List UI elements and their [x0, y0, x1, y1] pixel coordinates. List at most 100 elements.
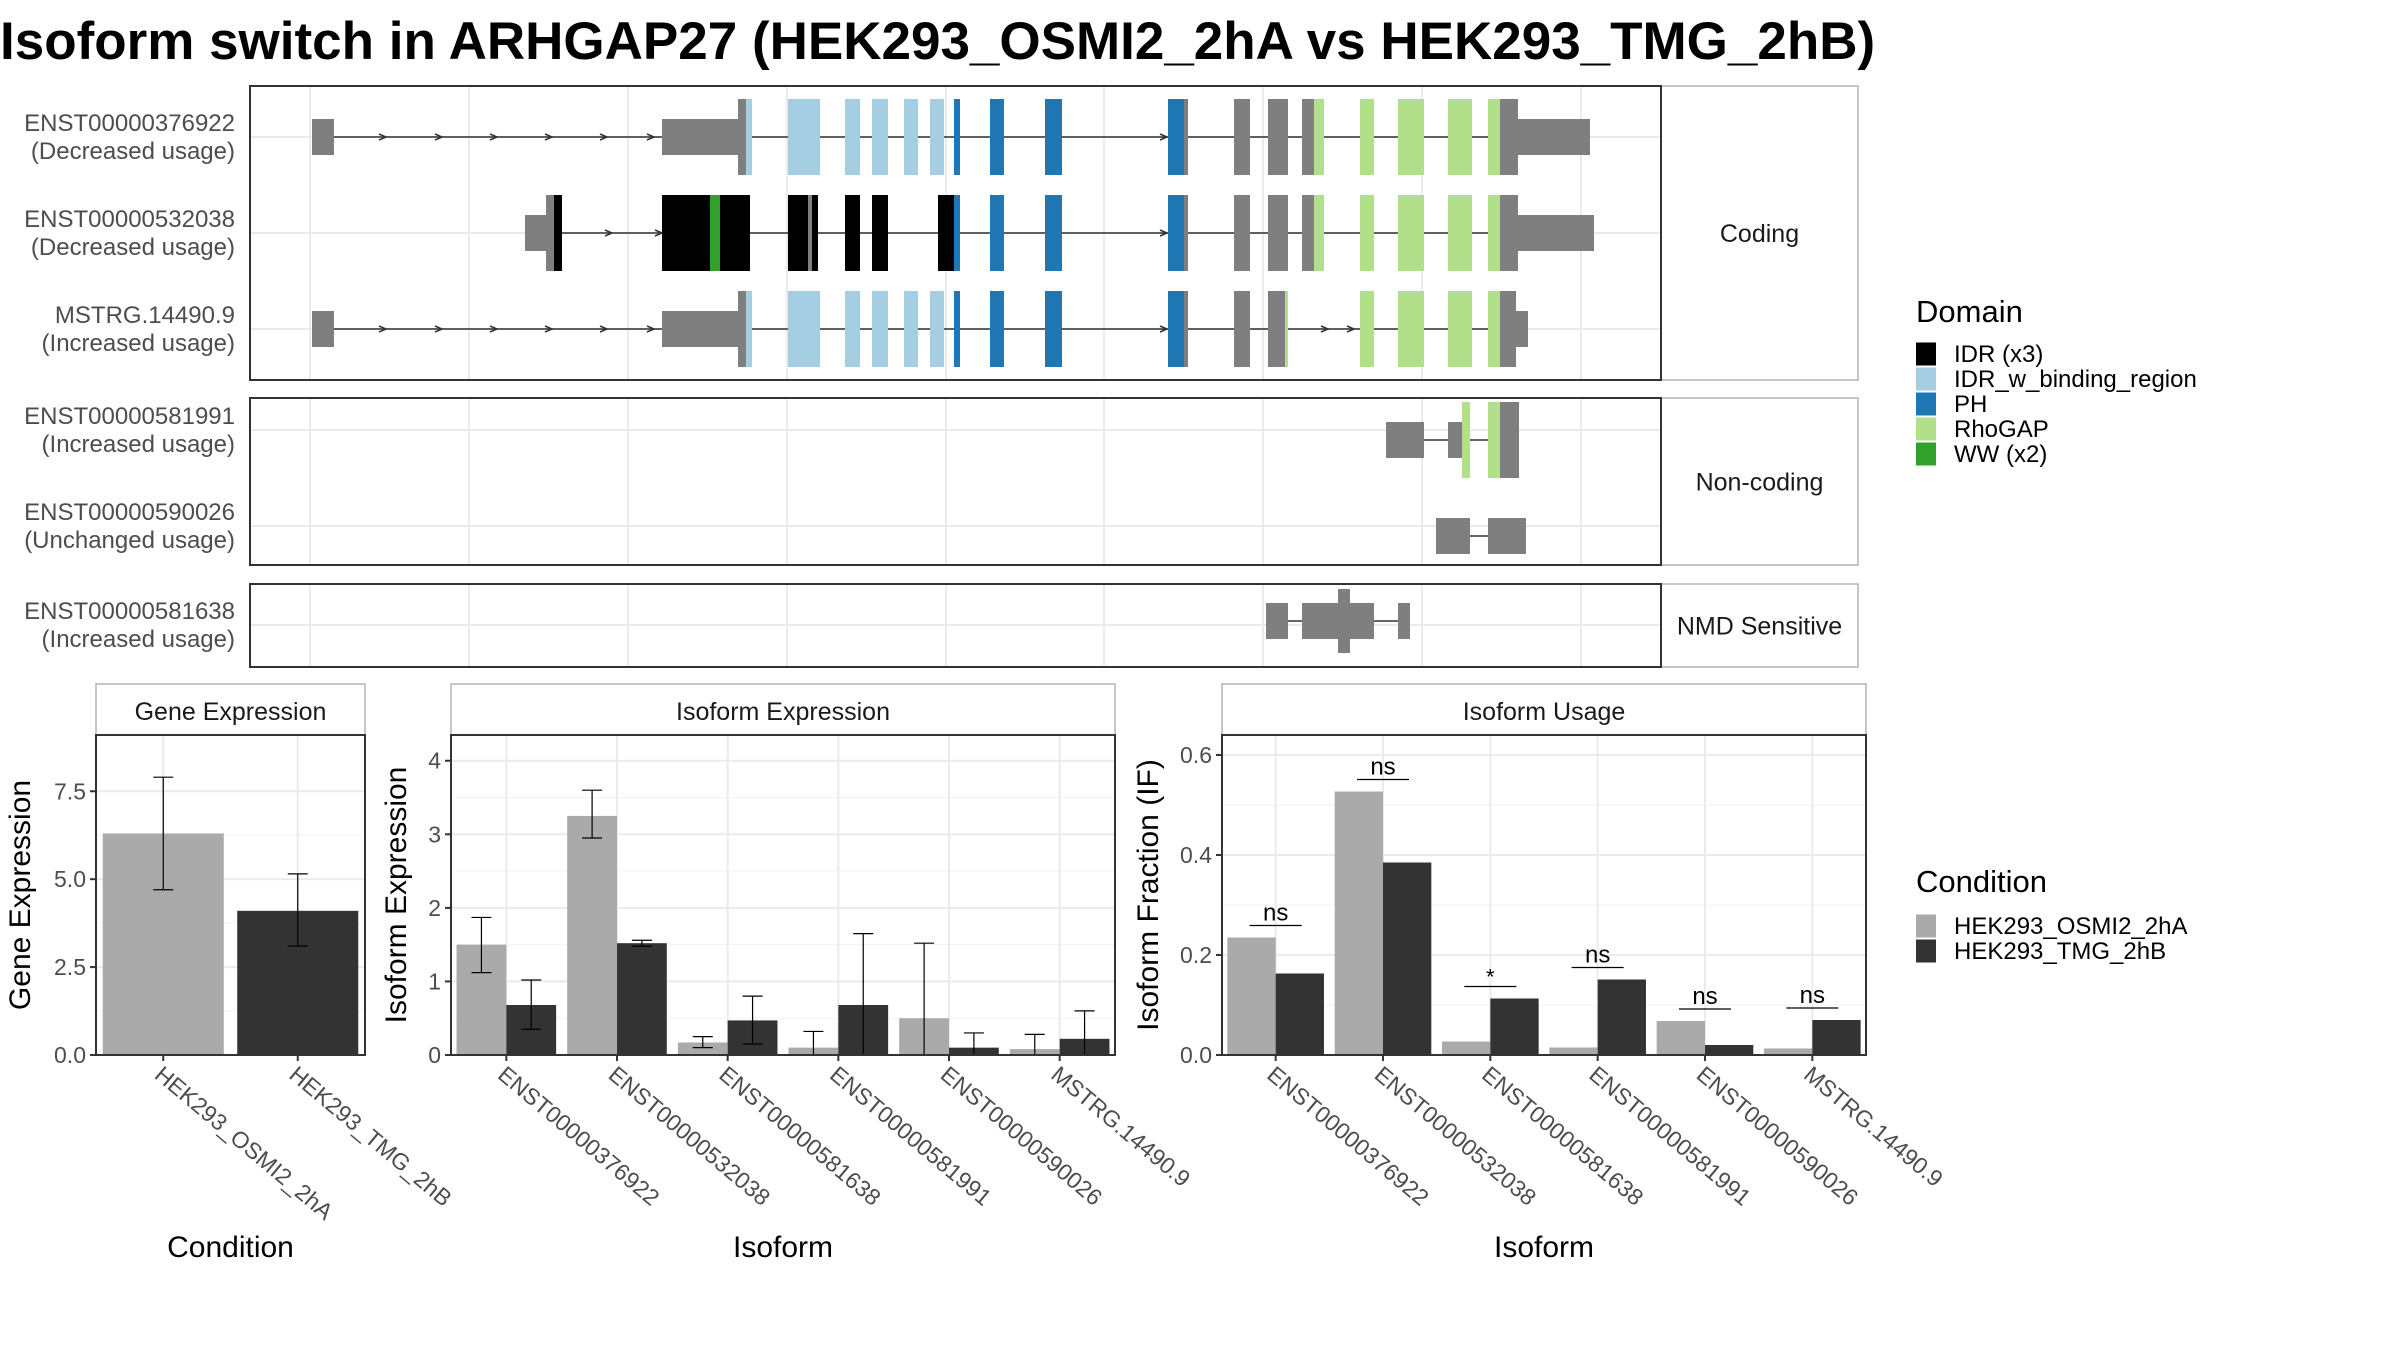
exon-block	[546, 195, 554, 271]
plot-border	[1221, 734, 1867, 1056]
exon-block	[1448, 99, 1472, 175]
strand-arrow	[1346, 325, 1356, 333]
panel-border	[249, 85, 1662, 381]
bar	[1227, 937, 1276, 1055]
strand-arrow	[604, 229, 614, 237]
exon-block	[808, 195, 812, 271]
structure-panel-1: Non-coding ENST00000581991(Increased usag…	[24, 397, 1859, 566]
figure-title: Isoform switch in ARHGAP27 (HEK293_OSMI2…	[0, 12, 1875, 71]
error-bar	[631, 939, 652, 947]
bar	[617, 943, 667, 1055]
exon-block	[845, 195, 860, 271]
exon-block	[1488, 195, 1500, 271]
exon-block	[1268, 99, 1288, 175]
exon-block	[1285, 291, 1288, 367]
plot-border	[450, 734, 1116, 1056]
exon-block	[812, 195, 818, 271]
panel-border	[249, 583, 1662, 668]
exon-block	[738, 291, 746, 367]
chart-1: Isoform Expression01234ENST00000376922EN…	[380, 683, 1195, 1264]
transcript-model	[525, 195, 1594, 271]
exon-block	[1462, 402, 1470, 478]
exon-block	[1184, 195, 1188, 271]
bar-charts: Gene Expression0.02.55.07.5HEK293_OSMI2_…	[4, 683, 1948, 1264]
error-bar	[692, 1036, 713, 1049]
exon-block	[1398, 291, 1424, 367]
domain_legend-legend-swatch	[1916, 417, 1936, 441]
exon-block	[872, 195, 888, 271]
transcript-id: ENST00000376922	[24, 110, 235, 137]
bar	[1442, 1041, 1491, 1055]
y-tick-label: 5.0	[54, 866, 86, 892]
y-tick-label: 2	[428, 895, 441, 921]
transcript-usage: (Decreased usage)	[31, 234, 235, 261]
y-tick-label: 2.5	[54, 954, 86, 980]
exon-block	[1500, 195, 1518, 271]
strand-arrow	[489, 133, 499, 141]
exon-block	[1314, 195, 1324, 271]
exon-block	[1314, 99, 1324, 175]
plot-background	[451, 735, 1115, 1055]
exon-block	[1234, 291, 1250, 367]
exon-block	[1500, 291, 1516, 367]
panel-strip-label: Non-coding	[1696, 469, 1824, 497]
strand-arrow	[378, 133, 388, 141]
strand-arrow	[646, 325, 656, 333]
exon-block	[1184, 99, 1188, 175]
bar	[567, 815, 617, 1055]
chart-title: Isoform Expression	[676, 698, 890, 726]
y-tick-label: 3	[428, 821, 441, 847]
strand-arrow	[646, 133, 656, 141]
bar	[1764, 1048, 1813, 1055]
bar	[1549, 1047, 1598, 1055]
exon-block	[904, 99, 918, 175]
domain_legend-legend-swatch	[1916, 342, 1936, 366]
exon-block	[1448, 195, 1472, 271]
y-tick-label: 4	[428, 748, 441, 774]
exon-block	[1302, 195, 1314, 271]
transcript-id: ENST00000532038	[24, 206, 235, 233]
domain_legend-legend-swatch	[1916, 367, 1936, 391]
chart-title: Gene Expression	[135, 698, 327, 726]
exon-block	[1168, 291, 1184, 367]
strand-arrow	[1159, 325, 1169, 333]
exon-block	[1518, 215, 1594, 251]
error-bar	[287, 873, 308, 947]
structure-panel-2: NMD Sensitive ENST00000581638(Increased u…	[24, 583, 1859, 668]
exon-block	[1045, 99, 1062, 175]
bar	[1656, 1021, 1705, 1055]
y-tick-label: 1	[428, 968, 441, 994]
exon-block	[845, 291, 860, 367]
error-bar	[471, 916, 492, 974]
exon-block	[1488, 518, 1526, 554]
chart-strip	[1221, 683, 1867, 736]
exon-block	[1045, 291, 1062, 367]
x-axis-label: Condition	[167, 1231, 294, 1264]
exon-block	[845, 99, 860, 175]
exon-block	[1234, 195, 1250, 271]
significance-label: ns	[1585, 942, 1610, 969]
exon-block	[954, 195, 960, 271]
exon-block	[1350, 603, 1374, 639]
domain_legend-legend-label: RhoGAP	[1954, 416, 2049, 443]
exon-block	[1338, 589, 1350, 653]
y-tick-label: 0.0	[1180, 1042, 1212, 1068]
significance-label: ns	[1692, 983, 1717, 1010]
exon-block	[1516, 311, 1528, 347]
exon-block	[525, 215, 546, 251]
exon-block	[1398, 195, 1424, 271]
exon-block	[312, 119, 334, 155]
strand-arrow	[1159, 133, 1169, 141]
exon-block	[990, 99, 1004, 175]
chart-strip	[450, 683, 1116, 736]
bar	[1597, 979, 1646, 1055]
exon-block	[954, 291, 960, 367]
strand-arrow	[599, 325, 609, 333]
exon-block	[1518, 119, 1590, 155]
transcript-usage: (Unchanged usage)	[24, 527, 235, 554]
exon-block	[788, 99, 820, 175]
exon-block	[746, 291, 752, 367]
exon-block	[954, 99, 960, 175]
exon-block	[1360, 291, 1374, 367]
